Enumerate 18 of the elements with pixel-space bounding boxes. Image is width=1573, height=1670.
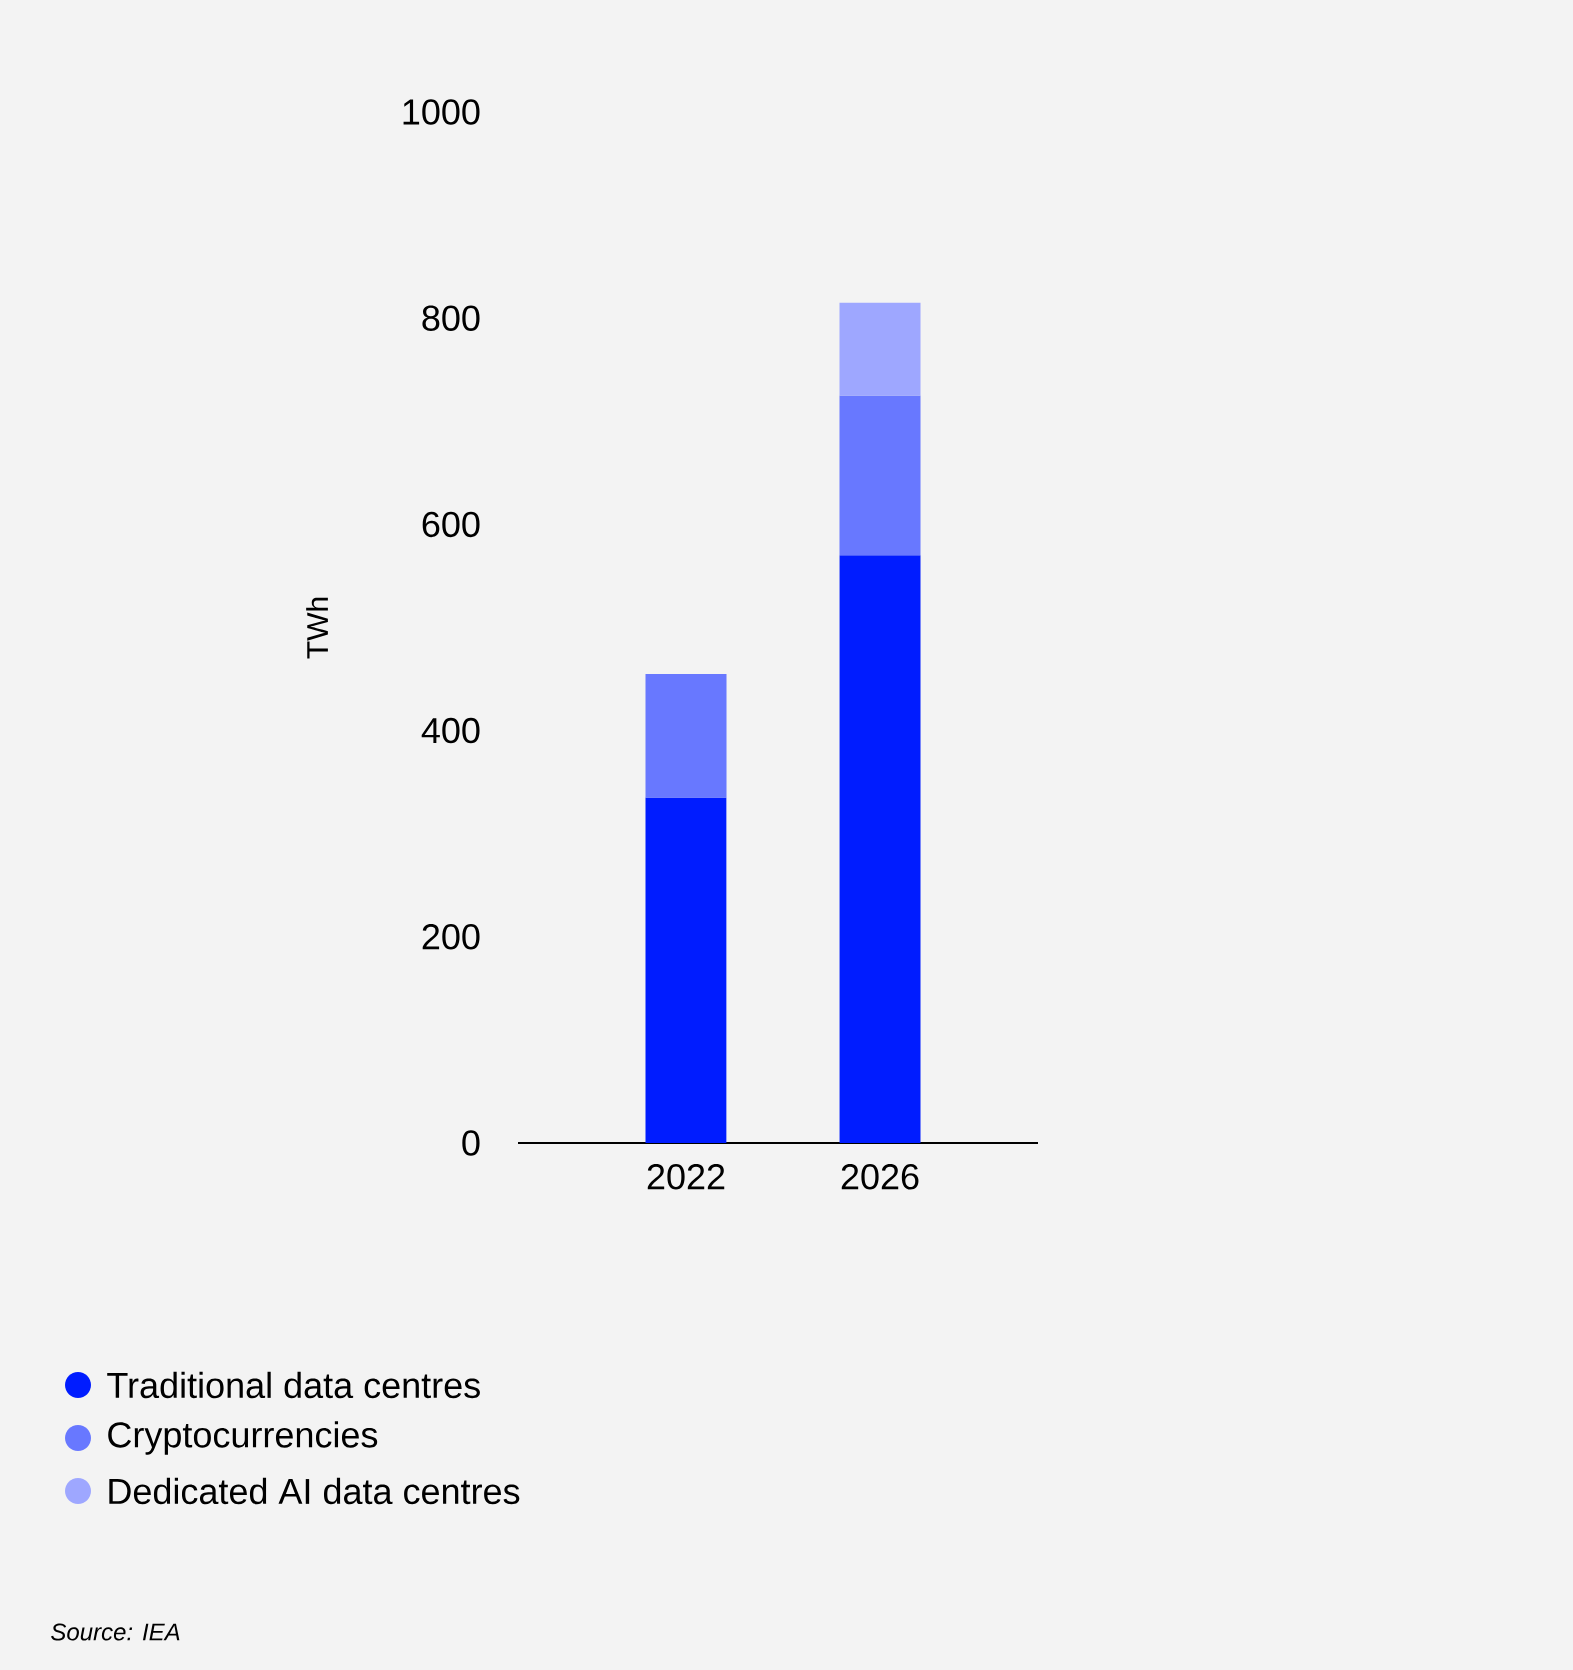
y-tick-label: 400	[421, 717, 480, 744]
bar	[645, 673, 727, 798]
x-tick-label: 2022	[647, 1164, 725, 1190]
y-axis-title: TWh	[306, 597, 328, 659]
text: Source: IEA	[51, 1623, 180, 1641]
bar	[645, 797, 727, 1143]
y-tick-label: 0	[462, 1130, 480, 1156]
bar	[839, 395, 921, 556]
y-tick-label: 600	[422, 511, 480, 538]
y-tick-label: 800	[422, 305, 480, 331]
x-tick-label: 2026	[841, 1164, 919, 1190]
bar	[839, 302, 921, 396]
legend-label: Cryptocurrencies	[108, 1421, 378, 1455]
legend-label: Traditional data centres	[107, 1371, 480, 1399]
y-tick-label: 1000	[403, 99, 480, 125]
y-tick-label: 200	[422, 924, 480, 950]
bar	[839, 555, 921, 1143]
legend-label: Dedicated AI data centres	[109, 1477, 520, 1505]
